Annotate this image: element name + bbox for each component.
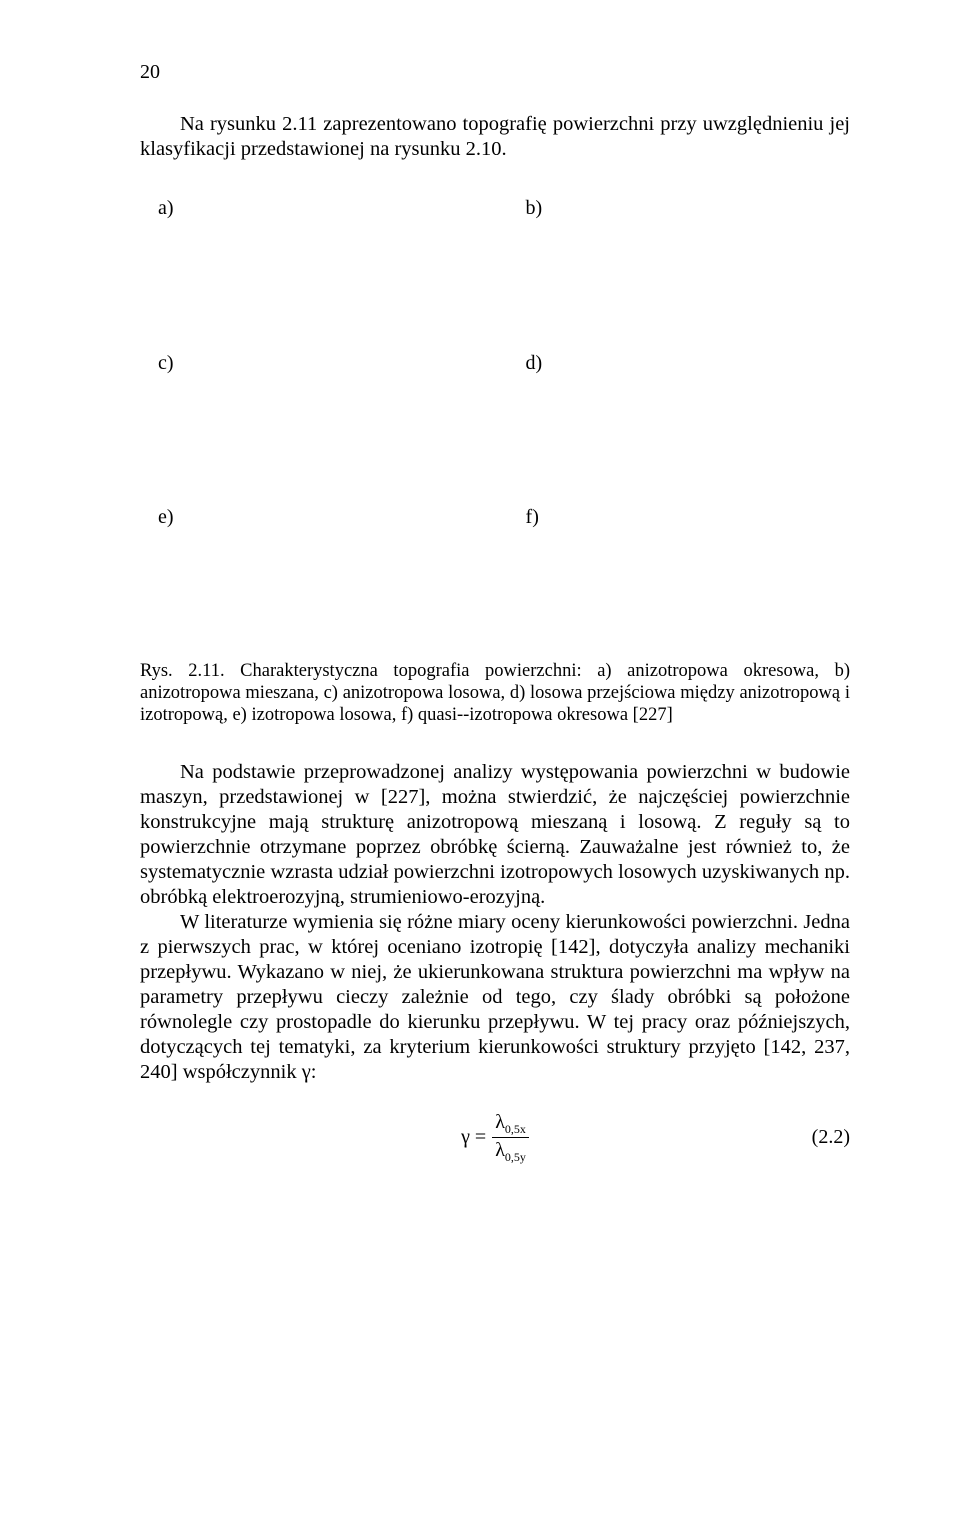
equation-row: γ = λ0,5x λ0,5y (2.2) bbox=[140, 1107, 850, 1167]
intro-paragraph: Na rysunku 2.11 zaprezentowano topografi… bbox=[140, 112, 850, 162]
body-paragraph-1: Na podstawie przeprowadzonej analizy wys… bbox=[140, 760, 850, 910]
eq-den-lambda: λ bbox=[495, 1139, 505, 1161]
page-number: 20 bbox=[140, 60, 850, 84]
label-c: c) bbox=[158, 351, 174, 375]
equation-lhs: γ = bbox=[461, 1125, 486, 1149]
label-a: a) bbox=[158, 196, 174, 220]
label-d: d) bbox=[526, 351, 543, 375]
figure-label-row-1: a) b) bbox=[140, 196, 850, 220]
body-paragraph-2: W literaturze wymienia się różne miary o… bbox=[140, 910, 850, 1085]
figure-label-row-2: c) d) bbox=[140, 351, 850, 375]
equation-fraction: λ0,5x λ0,5y bbox=[492, 1112, 529, 1163]
eq-den-sub: 0,5y bbox=[505, 1150, 526, 1164]
label-f: f) bbox=[526, 505, 539, 529]
label-b: b) bbox=[526, 196, 543, 220]
label-e: e) bbox=[158, 505, 174, 529]
figure-caption: Rys. 2.11. Charakterystyczna topografia … bbox=[140, 660, 850, 727]
figure-label-row-3: e) f) bbox=[140, 505, 850, 529]
equation-number: (2.2) bbox=[812, 1125, 850, 1149]
eq-num-lambda: λ bbox=[495, 1111, 505, 1133]
equation: γ = λ0,5x λ0,5y bbox=[461, 1112, 529, 1163]
eq-num-sub: 0,5x bbox=[505, 1122, 526, 1136]
